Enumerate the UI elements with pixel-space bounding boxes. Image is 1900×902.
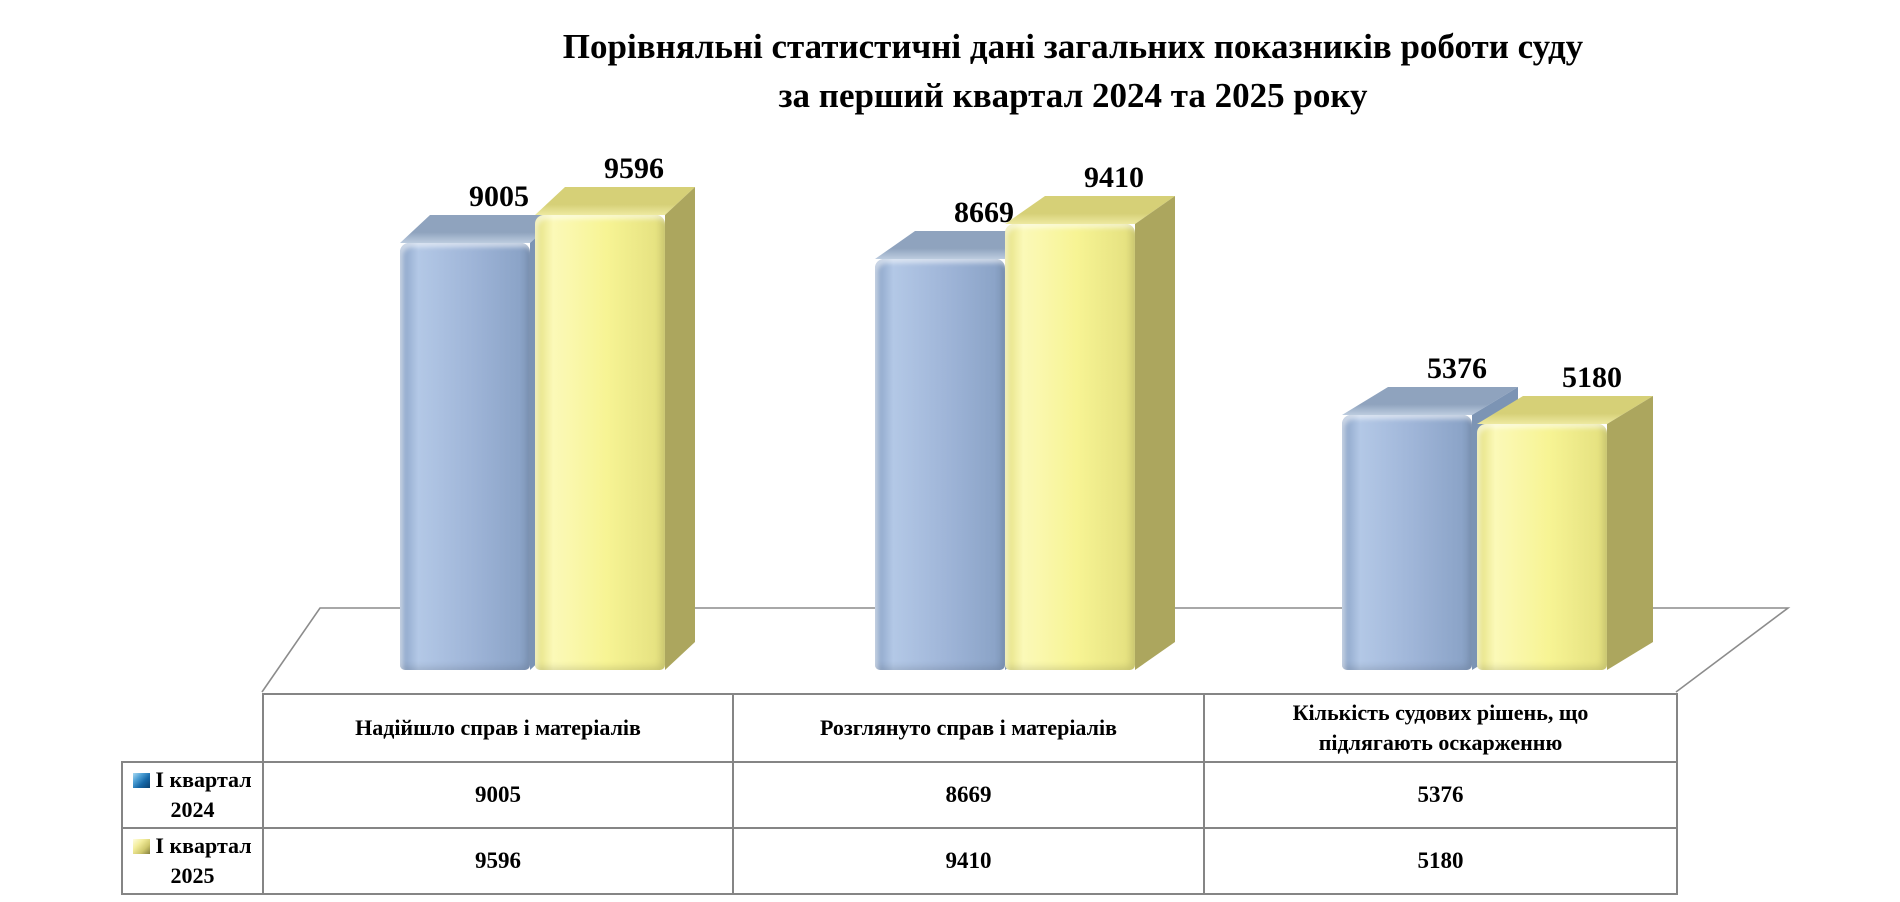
table-corner-empty <box>122 694 263 762</box>
bar-2024-cat3 <box>1342 415 1472 670</box>
data-label-2025-cat2: 9410 <box>1084 161 1144 194</box>
data-label-2025-cat1: 9596 <box>604 152 664 185</box>
table-value-2025-cat1: 9596 <box>262 827 734 895</box>
bar-side-face-2025-cat3 <box>1607 396 1653 670</box>
data-label-2024-cat1: 9005 <box>469 180 529 213</box>
chart-title: Порівняльні статистичні дані загальних п… <box>373 22 1773 120</box>
table-value-2025-cat2: 9410 <box>732 827 1205 895</box>
table-header-cat2: Розглянуто справ і матеріалів <box>732 693 1205 763</box>
bar-top-face-2024-cat1 <box>400 215 560 243</box>
bar-top-face-2025-cat1 <box>535 187 695 215</box>
bar-2024-cat2 <box>875 259 1005 670</box>
table-header-cat3: Кількість судових рішень, що підлягають о… <box>1203 693 1678 763</box>
data-label-2024-cat2: 8669 <box>954 196 1014 229</box>
table-value-2025-cat3: 5180 <box>1203 827 1678 895</box>
data-label-2024-cat3: 5376 <box>1427 352 1487 385</box>
bar-2025-cat1 <box>535 215 665 670</box>
legend-key-2025: І квартал 2025 <box>121 827 264 895</box>
chart-title-line2: за перший квартал 2024 та 2025 року <box>778 76 1368 115</box>
table-row-2025: І квартал 2025 9596 9410 5180 <box>121 827 1678 895</box>
bar-2024-cat1 <box>400 243 530 670</box>
bar-side-face-2025-cat1 <box>665 187 695 670</box>
chart-title-line1: Порівняльні статистичні дані загальних п… <box>562 27 1584 66</box>
bar-2025-cat2 <box>1005 224 1135 670</box>
bar-side-face-2025-cat2 <box>1135 196 1175 670</box>
table-value-2024-cat2: 8669 <box>732 761 1205 829</box>
table-header-cat1: Надійшло справ і матеріалів <box>262 693 734 763</box>
table-row-2024: І квартал 2024 9005 8669 5376 <box>121 761 1678 829</box>
legend-key-2024: І квартал 2024 <box>121 761 264 829</box>
data-table: Надійшло справ і матеріалів Розглянуто сп… <box>121 693 1678 895</box>
data-label-2025-cat3: 5180 <box>1562 361 1622 394</box>
legend-marker-icon-2025 <box>133 839 151 854</box>
legend-marker-icon-2024 <box>133 773 151 788</box>
table-value-2024-cat1: 9005 <box>262 761 734 829</box>
table-header-row: Надійшло справ і матеріалів Розглянуто сп… <box>122 693 1678 763</box>
bar-2025-cat3 <box>1477 424 1607 670</box>
table-value-2024-cat3: 5376 <box>1203 761 1678 829</box>
